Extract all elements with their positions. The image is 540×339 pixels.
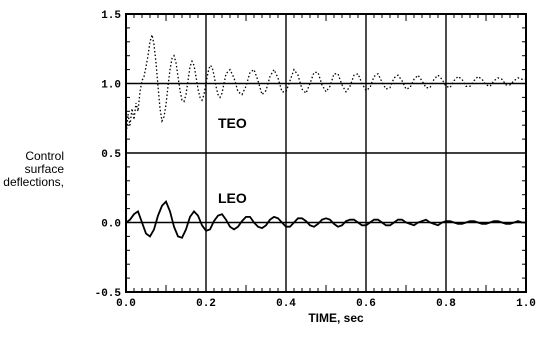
annotations: TEO LEO — [218, 115, 247, 206]
x-tick-label: 0.4 — [276, 298, 296, 310]
x-tick-labels: 0.0 0.2 0.4 0.6 0.8 1.0 — [116, 298, 536, 310]
x-tick-label: 0.8 — [436, 298, 456, 310]
y-tick-labels: -0.5 0.0 0.5 1.0 1.5 — [95, 10, 122, 300]
series-line-leo — [125, 199, 526, 239]
y-tick-label: 0.5 — [101, 149, 121, 161]
y-axis-title-line: Control — [25, 149, 64, 163]
axis-ticks — [125, 13, 527, 293]
series-line-teo — [125, 34, 526, 137]
x-tick-label: 0.0 — [116, 298, 136, 310]
series-group — [125, 34, 526, 239]
y-tick-label: 0.0 — [101, 219, 121, 231]
annotation-leo: LEO — [218, 190, 247, 206]
y-axis-title-line: surface — [25, 162, 65, 176]
x-tick-label: 0.6 — [356, 298, 376, 310]
y-tick-label: 1.5 — [101, 10, 121, 22]
x-tick-label: 0.2 — [196, 298, 216, 310]
grid-lines — [126, 14, 526, 292]
y-tick-label: 1.0 — [101, 80, 121, 92]
annotation-teo: TEO — [218, 115, 247, 131]
y-axis-title-line: deflections, — [3, 175, 64, 189]
x-tick-label: 1.0 — [516, 298, 536, 310]
x-axis-title: TIME, sec — [308, 311, 364, 325]
y-tick-label: -0.5 — [95, 288, 122, 300]
